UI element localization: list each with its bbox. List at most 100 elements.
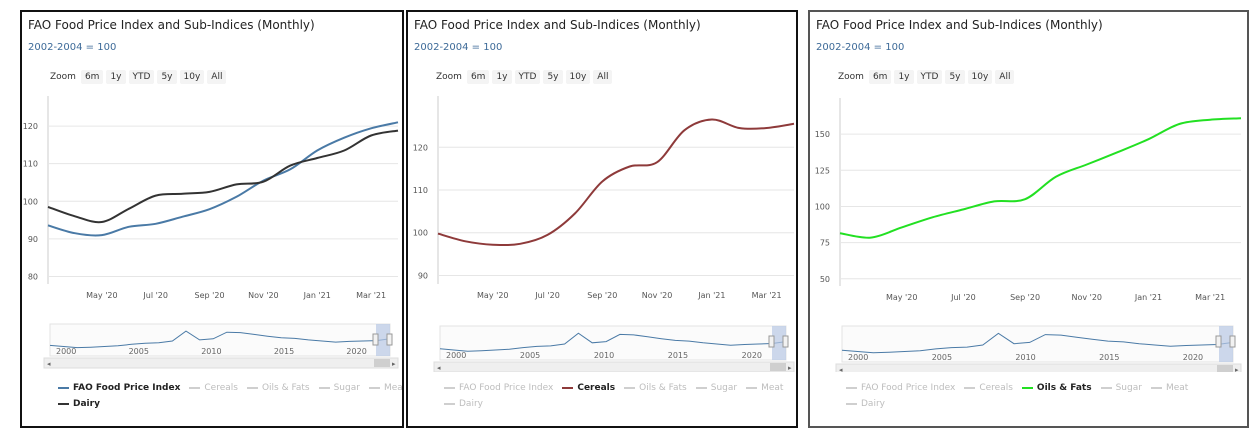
legend-item-oils-fats[interactable]: Oils & Fats bbox=[246, 380, 310, 396]
data-point-dairy[interactable] bbox=[316, 157, 318, 159]
legend-item-meat[interactable]: Meat bbox=[368, 380, 402, 396]
scroll-right-arrow-icon[interactable]: ▸ bbox=[788, 364, 792, 372]
data-point-dairy[interactable] bbox=[235, 183, 237, 185]
data-point-fao-food-price-index[interactable] bbox=[128, 226, 130, 228]
legend-item-cereals[interactable]: Cereals bbox=[562, 380, 615, 396]
navigator-handle-right[interactable] bbox=[1229, 335, 1236, 348]
data-point-oils-fats[interactable] bbox=[1147, 138, 1149, 140]
series-line-cereals[interactable] bbox=[437, 118, 795, 247]
scroll-right-arrow-icon[interactable]: ▸ bbox=[1235, 366, 1239, 372]
navigator-selection[interactable] bbox=[772, 326, 786, 360]
legend-item-oils-fats[interactable]: Oils & Fats bbox=[624, 380, 687, 396]
data-point-fao-food-price-index[interactable] bbox=[47, 224, 49, 226]
data-point-cereals[interactable] bbox=[683, 129, 685, 131]
data-point-dairy[interactable] bbox=[74, 215, 76, 217]
data-point-fao-food-price-index[interactable] bbox=[343, 137, 345, 139]
data-point-fao-food-price-index[interactable] bbox=[316, 149, 318, 151]
navigator-handle-right[interactable] bbox=[386, 333, 393, 346]
zoom-ytd-button[interactable]: YTD bbox=[514, 70, 541, 84]
data-point-oils-fats[interactable] bbox=[1209, 118, 1211, 120]
data-point-cereals[interactable] bbox=[656, 161, 658, 163]
legend-item-fao-food-price-index[interactable]: FAO Food Price Index bbox=[846, 380, 955, 396]
data-point-dairy[interactable] bbox=[181, 193, 183, 195]
scroll-left-arrow-icon[interactable]: ◂ bbox=[437, 364, 441, 372]
zoom-1y-button[interactable]: 1y bbox=[894, 70, 914, 84]
legend-item-oils-fats[interactable]: Oils & Fats bbox=[1021, 380, 1092, 396]
zoom-all-button[interactable]: All bbox=[593, 70, 613, 84]
data-point-fao-food-price-index[interactable] bbox=[154, 223, 156, 225]
data-point-dairy[interactable] bbox=[154, 194, 156, 196]
navigator-handle-right[interactable] bbox=[782, 335, 789, 348]
data-point-cereals[interactable] bbox=[601, 180, 603, 182]
zoom-1y-button[interactable]: 1y bbox=[492, 70, 512, 84]
data-point-fao-food-price-index[interactable] bbox=[181, 215, 183, 217]
navigator-handle-left[interactable] bbox=[372, 333, 379, 346]
zoom-ytd-button[interactable]: YTD bbox=[128, 70, 155, 84]
data-point-dairy[interactable] bbox=[262, 181, 264, 183]
legend-item-sugar[interactable]: Sugar bbox=[695, 380, 737, 396]
series-line-dairy[interactable] bbox=[47, 129, 399, 224]
data-point-oils-fats[interactable] bbox=[931, 216, 933, 218]
zoom-5y-button[interactable]: 5y bbox=[543, 70, 563, 84]
legend-item-dairy[interactable]: Dairy bbox=[444, 396, 483, 412]
data-point-oils-fats[interactable] bbox=[1240, 117, 1242, 119]
data-point-dairy[interactable] bbox=[397, 129, 399, 131]
legend-item-dairy[interactable]: Dairy bbox=[846, 396, 885, 412]
data-point-dairy[interactable] bbox=[289, 164, 291, 166]
navigator-selection[interactable] bbox=[1219, 326, 1233, 362]
data-point-oils-fats[interactable] bbox=[1055, 176, 1057, 178]
data-point-dairy[interactable] bbox=[128, 208, 130, 210]
data-point-cereals[interactable] bbox=[738, 127, 740, 129]
zoom-all-button[interactable]: All bbox=[995, 70, 1015, 84]
scroll-left-arrow-icon[interactable]: ◂ bbox=[47, 360, 51, 368]
navigator-background[interactable] bbox=[439, 325, 787, 361]
scrollbar-track[interactable] bbox=[43, 357, 399, 369]
legend-item-fao-food-price-index[interactable]: FAO Food Price Index bbox=[58, 380, 180, 396]
zoom-5y-button[interactable]: 5y bbox=[157, 70, 177, 84]
scrollbar-thumb[interactable] bbox=[374, 359, 390, 367]
data-point-oils-fats[interactable] bbox=[870, 236, 872, 238]
zoom-6m-button[interactable]: 6m bbox=[80, 70, 104, 84]
zoom-10y-button[interactable]: 10y bbox=[967, 70, 993, 84]
data-point-dairy[interactable] bbox=[343, 149, 345, 151]
data-point-dairy[interactable] bbox=[208, 191, 210, 193]
zoom-6m-button[interactable]: 6m bbox=[466, 70, 490, 84]
data-point-oils-fats[interactable] bbox=[993, 200, 995, 202]
data-point-cereals[interactable] bbox=[765, 127, 767, 129]
data-point-fao-food-price-index[interactable] bbox=[101, 234, 103, 236]
data-point-oils-fats[interactable] bbox=[900, 226, 902, 228]
data-point-cereals[interactable] bbox=[574, 212, 576, 214]
zoom-5y-button[interactable]: 5y bbox=[945, 70, 965, 84]
legend-item-cereals[interactable]: Cereals bbox=[964, 380, 1013, 396]
zoom-6m-button[interactable]: 6m bbox=[868, 70, 892, 84]
legend-item-meat[interactable]: Meat bbox=[746, 380, 783, 396]
data-point-cereals[interactable] bbox=[546, 234, 548, 236]
zoom-10y-button[interactable]: 10y bbox=[179, 70, 205, 84]
legend-item-sugar[interactable]: Sugar bbox=[1100, 380, 1142, 396]
data-point-oils-fats[interactable] bbox=[1024, 198, 1026, 200]
data-point-dairy[interactable] bbox=[370, 134, 372, 136]
data-point-cereals[interactable] bbox=[711, 118, 713, 120]
scrollbar-thumb[interactable] bbox=[770, 363, 786, 371]
data-point-oils-fats[interactable] bbox=[962, 208, 964, 210]
data-point-fao-food-price-index[interactable] bbox=[235, 196, 237, 198]
scrollbar-thumb[interactable] bbox=[1217, 365, 1233, 372]
data-point-fao-food-price-index[interactable] bbox=[370, 127, 372, 129]
navigator-handle-left[interactable] bbox=[768, 335, 775, 348]
zoom-1y-button[interactable]: 1y bbox=[106, 70, 126, 84]
data-point-fao-food-price-index[interactable] bbox=[74, 232, 76, 234]
data-point-cereals[interactable] bbox=[437, 232, 439, 234]
legend-item-sugar[interactable]: Sugar bbox=[318, 380, 360, 396]
zoom-ytd-button[interactable]: YTD bbox=[916, 70, 943, 84]
data-point-fao-food-price-index[interactable] bbox=[289, 168, 291, 170]
legend-item-meat[interactable]: Meat bbox=[1150, 380, 1188, 396]
data-point-oils-fats[interactable] bbox=[839, 232, 841, 234]
legend-item-cereals[interactable]: Cereals bbox=[189, 380, 238, 396]
data-point-cereals[interactable] bbox=[628, 165, 630, 167]
data-point-cereals[interactable] bbox=[492, 243, 494, 245]
navigator-handle-left[interactable] bbox=[1215, 335, 1222, 348]
navigator-background[interactable] bbox=[49, 323, 391, 357]
data-point-oils-fats[interactable] bbox=[1116, 151, 1118, 153]
data-point-oils-fats[interactable] bbox=[1178, 123, 1180, 125]
legend-item-fao-food-price-index[interactable]: FAO Food Price Index bbox=[444, 380, 553, 396]
